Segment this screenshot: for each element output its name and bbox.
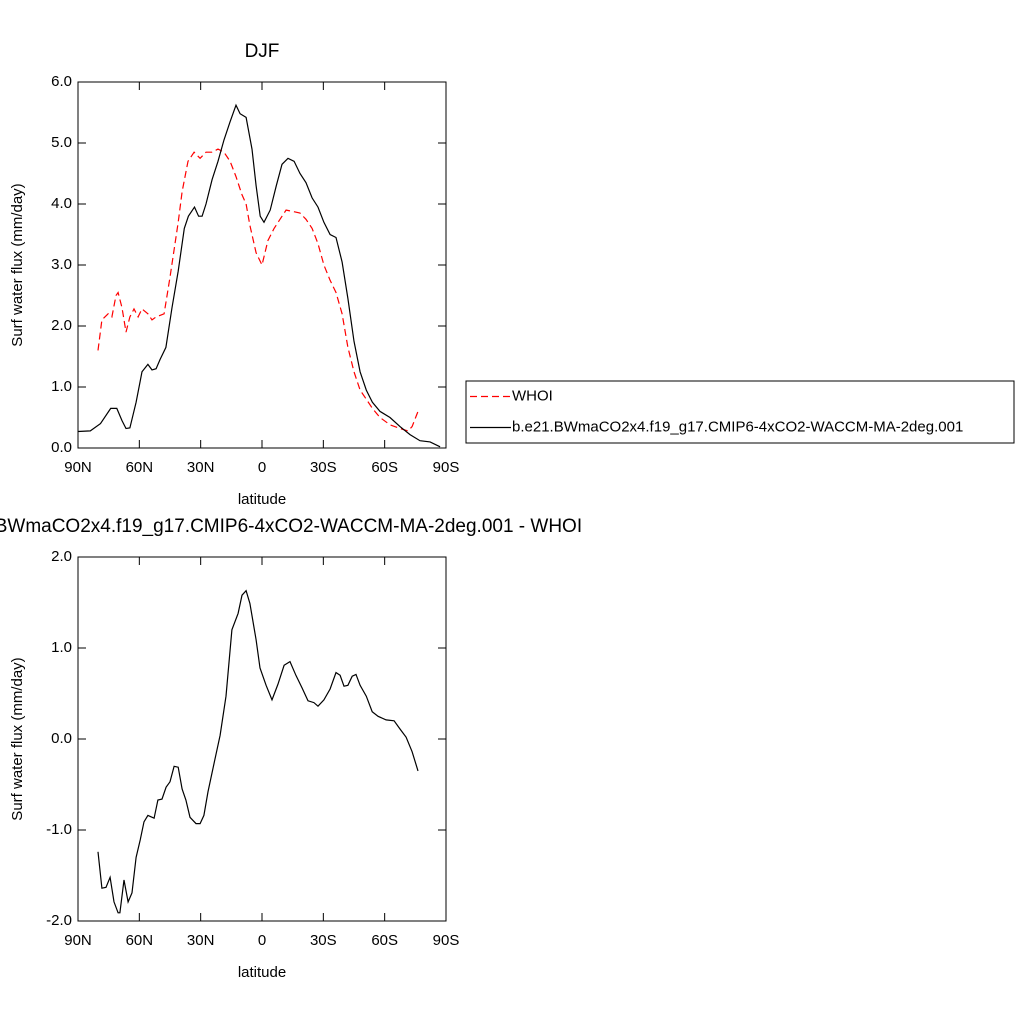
legend-label: b.e21.BWmaCO2x4.f19_g17.CMIP6-4xCO2-WACC… bbox=[512, 418, 963, 435]
x-tick-label: 90S bbox=[433, 459, 460, 476]
x-tick-label: 30N bbox=[187, 459, 215, 476]
x-tick-label: 60S bbox=[371, 932, 398, 949]
chart-title: DJF bbox=[245, 41, 280, 62]
y-tick-label: 4.0 bbox=[51, 195, 72, 212]
y-axis-label: Surf water flux (mm/day) bbox=[9, 657, 26, 820]
x-tick-label: 0 bbox=[258, 932, 266, 949]
data-line bbox=[77, 103, 441, 448]
y-tick-label: 5.0 bbox=[51, 134, 72, 151]
y-tick-label: -1.0 bbox=[46, 821, 72, 838]
data-line bbox=[97, 589, 419, 914]
x-tick-label: 30N bbox=[187, 932, 215, 949]
legend-label: WHOI bbox=[512, 387, 553, 404]
y-tick-label: 1.0 bbox=[51, 639, 72, 656]
y-axis-label: Surf water flux (mm/day) bbox=[9, 183, 26, 346]
data-line bbox=[97, 148, 419, 432]
x-axis-label: latitude bbox=[238, 964, 286, 981]
y-tick-label: 2.0 bbox=[51, 317, 72, 334]
y-tick-label: 0.0 bbox=[51, 730, 72, 747]
y-tick-label: 1.0 bbox=[51, 378, 72, 395]
x-tick-label: 60N bbox=[126, 459, 154, 476]
x-tick-label: 90N bbox=[64, 459, 92, 476]
x-tick-label: 30S bbox=[310, 932, 337, 949]
x-tick-label: 0 bbox=[258, 459, 266, 476]
x-tick-label: 60N bbox=[126, 932, 154, 949]
legend-box bbox=[465, 380, 1015, 444]
plot-frame bbox=[77, 556, 447, 922]
y-tick-label: 0.0 bbox=[51, 439, 72, 456]
y-tick-label: 2.0 bbox=[51, 548, 72, 565]
x-tick-label: 60S bbox=[371, 459, 398, 476]
x-tick-label: 30S bbox=[310, 459, 337, 476]
plot-frame bbox=[77, 81, 447, 449]
x-tick-label: 90S bbox=[433, 932, 460, 949]
x-tick-label: 90N bbox=[64, 932, 92, 949]
y-tick-label: 6.0 bbox=[51, 73, 72, 90]
y-tick-label: -2.0 bbox=[46, 912, 72, 929]
y-tick-label: 3.0 bbox=[51, 256, 72, 273]
chart-title: b.e21.BWmaCO2x4.f19_g17.CMIP6-4xCO2-WACC… bbox=[0, 516, 582, 537]
x-axis-label: latitude bbox=[238, 491, 286, 508]
